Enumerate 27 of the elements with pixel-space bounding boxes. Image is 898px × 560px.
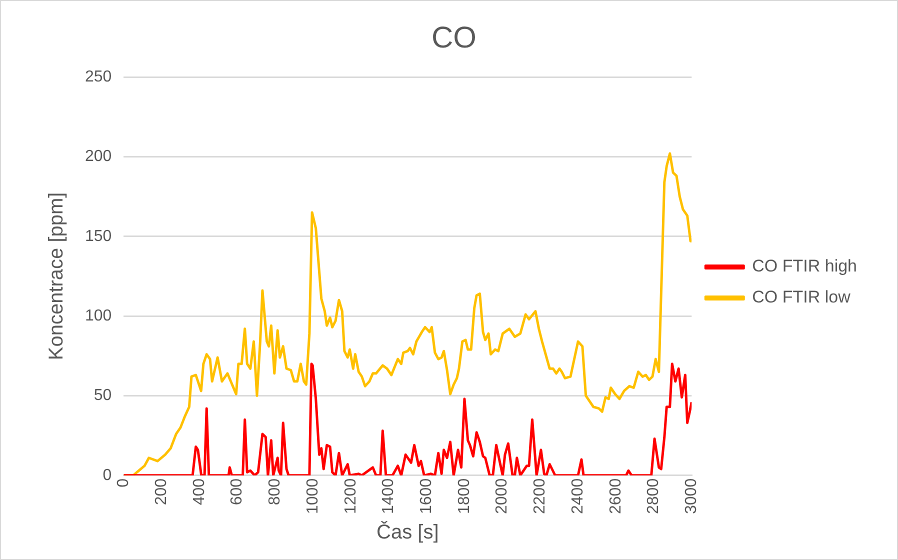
legend-label: CO FTIR high xyxy=(752,256,858,276)
y-tick-label: 100 xyxy=(84,307,112,324)
y-axis-title: Koncentrace [ppm] xyxy=(46,192,68,360)
x-axis-title: Čas [s] xyxy=(376,520,439,544)
x-tick-label: 2000 xyxy=(494,478,511,514)
x-tick-label: 1800 xyxy=(456,478,473,514)
legend-label: CO FTIR low xyxy=(752,288,852,307)
y-tick-label: 150 xyxy=(84,228,112,245)
x-tick-label: 1000 xyxy=(304,478,322,514)
x-tick-label: 0 xyxy=(115,478,132,488)
x-tick-label: 2400 xyxy=(569,478,586,514)
x-tick-label: 1200 xyxy=(342,478,360,514)
x-tick-label: 600 xyxy=(228,478,246,506)
x-tick-label: 2200 xyxy=(532,478,549,514)
x-tick-label: 1600 xyxy=(418,478,436,514)
chart-title: CO xyxy=(432,21,476,54)
x-tick-label: 3000 xyxy=(683,478,700,514)
x-tick-label: 2600 xyxy=(607,478,624,514)
x-tick-label: 2800 xyxy=(645,478,662,514)
y-tick-label: 0 xyxy=(102,466,112,484)
x-tick-label: 400 xyxy=(190,478,208,506)
y-tick-label: 50 xyxy=(94,387,112,404)
x-tick-label: 200 xyxy=(152,478,170,506)
x-tick-label: 800 xyxy=(266,478,284,506)
x-tick-label: 1400 xyxy=(380,478,398,514)
y-tick-label: 250 xyxy=(84,68,112,86)
y-tick-label: 200 xyxy=(84,148,112,166)
